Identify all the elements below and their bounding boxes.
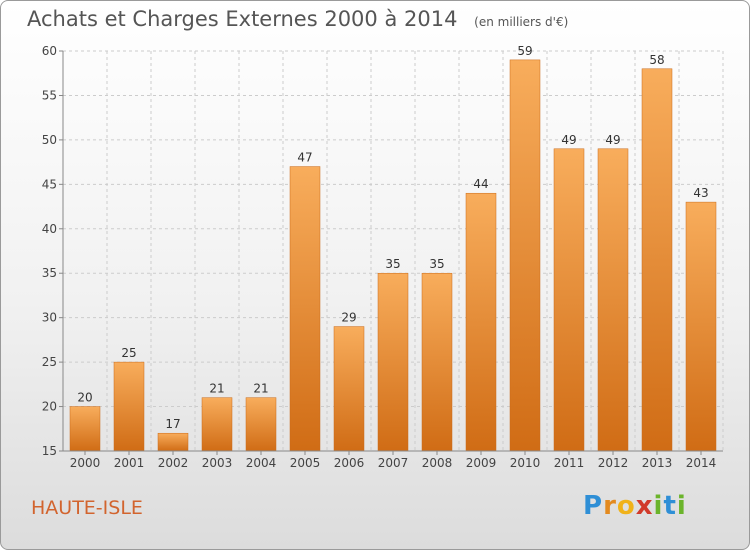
- data-label: 35: [385, 257, 400, 271]
- bar: [157, 432, 189, 452]
- bar: [421, 272, 453, 452]
- logo-letter: o: [616, 491, 636, 521]
- bar: [685, 201, 717, 452]
- x-tick-label: 2006: [334, 456, 365, 470]
- bar: [553, 148, 585, 452]
- data-label: 58: [649, 53, 664, 67]
- bars: 20 25 17 21 21 47 29 35 35 44 59 49 49 58 43: [69, 44, 717, 452]
- data-label: 49: [605, 133, 620, 147]
- logo-letter: i: [676, 491, 687, 521]
- data-label: 44: [473, 177, 488, 191]
- data-label: 21: [209, 382, 224, 396]
- bar: [289, 166, 321, 452]
- data-label: 47: [297, 151, 312, 165]
- data-label: 49: [561, 133, 576, 147]
- data-label: 43: [693, 186, 708, 200]
- y-tick-label: 55: [42, 88, 57, 102]
- bar: [69, 406, 101, 452]
- x-tick-label: 2013: [642, 456, 673, 470]
- logo-letter: t: [663, 491, 677, 521]
- data-label: 25: [121, 346, 136, 360]
- data-label: 59: [517, 44, 532, 58]
- logo-letter: i: [653, 491, 664, 521]
- data-label: 29: [341, 311, 356, 325]
- axes: 15 20 25 30 35 40 45 50 55 60 2000 2001 2002 2003 2004…: [42, 44, 723, 470]
- chart-title-text: Achats et Charges Externes 2000 à 2014: [27, 7, 458, 31]
- y-tick-label: 25: [42, 355, 57, 369]
- logo-letter: x: [635, 491, 654, 521]
- bar: [641, 68, 673, 452]
- data-label: 17: [165, 417, 180, 431]
- x-tick-label: 2012: [598, 456, 629, 470]
- y-tick-label: 30: [42, 311, 57, 325]
- data-label: 35: [429, 257, 444, 271]
- x-tick-label: 2010: [510, 456, 541, 470]
- x-tick-label: 2008: [422, 456, 453, 470]
- bar: [509, 59, 541, 452]
- x-tick-label: 2007: [378, 456, 409, 470]
- chart-unit-label: (en milliers d'€): [474, 15, 569, 29]
- x-tick-label: 2003: [202, 456, 233, 470]
- x-tick-label: 2004: [246, 456, 277, 470]
- data-label: 20: [77, 391, 92, 405]
- x-tick-label: 2000: [70, 456, 101, 470]
- bar: [113, 361, 145, 452]
- x-tick-label: 2014: [686, 456, 717, 470]
- proxiti-logo: Proxiti: [583, 491, 687, 521]
- y-tick-label: 35: [42, 266, 57, 280]
- y-tick-label: 40: [42, 222, 57, 236]
- bar: [333, 326, 365, 452]
- y-tick-label: 50: [42, 133, 57, 147]
- logo-letter: P: [583, 491, 604, 521]
- chart-title: Achats et Charges Externes 2000 à 2014 (…: [27, 7, 568, 31]
- y-tick-label: 45: [42, 177, 57, 191]
- bar: [201, 397, 233, 452]
- y-tick-label: 15: [42, 444, 57, 458]
- x-tick-label: 2009: [466, 456, 497, 470]
- x-tick-label: 2005: [290, 456, 321, 470]
- bar: [245, 397, 277, 452]
- y-tick-label: 60: [42, 44, 57, 58]
- bar: [597, 148, 629, 452]
- x-tick-label: 2001: [114, 456, 145, 470]
- logo-letter: r: [603, 491, 617, 521]
- commune-name: HAUTE-ISLE: [31, 497, 143, 519]
- bar: [465, 192, 497, 452]
- data-label: 21: [253, 382, 268, 396]
- y-tick-label: 20: [42, 400, 57, 414]
- bar: [377, 272, 409, 452]
- x-tick-label: 2011: [554, 456, 585, 470]
- x-tick-label: 2002: [158, 456, 189, 470]
